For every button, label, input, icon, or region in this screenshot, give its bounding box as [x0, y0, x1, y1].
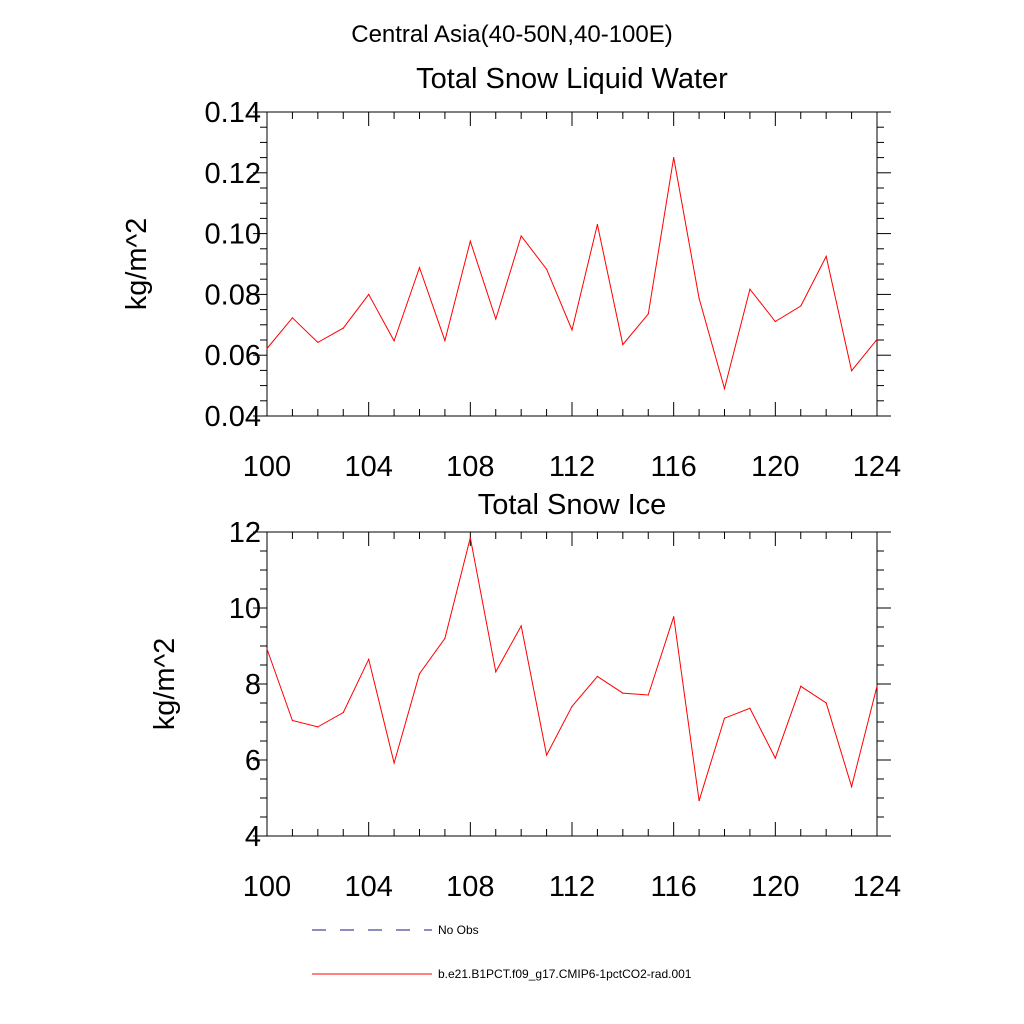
panel-top-data-point-112	[571, 329, 573, 331]
panel-top-x-tick-label-120: 120	[751, 451, 799, 483]
panel-bottom-data-point-118	[723, 717, 726, 719]
panel-top-data-point-124	[876, 338, 878, 340]
panel-top-data-point-113	[596, 223, 599, 226]
panel-bottom-y-tick-label-4: 12	[229, 517, 261, 549]
legend-model-label: b.e21.B1PCT.f09_g17.CMIP6-1pctCO2-rad.00…	[438, 967, 692, 981]
panel-bottom-data-point-124	[876, 685, 878, 687]
panel-bottom-data-point-119	[749, 707, 751, 709]
panel-top-frame	[266, 111, 878, 417]
panel-top-series-line-0	[266, 157, 878, 391]
panel-top-data-point-104	[368, 293, 370, 295]
panel-top-data-point-119	[749, 288, 751, 290]
panel-bottom-data-point-101	[291, 719, 294, 722]
panel-bottom-y-tick-label-2: 8	[245, 669, 261, 701]
legend-obs-label: No Obs	[438, 923, 479, 937]
panel-bottom-frame	[266, 531, 878, 837]
panel-top-title: Total Snow Liquid Water	[416, 63, 728, 95]
panel-top-data-point-110	[520, 235, 522, 237]
panel-bottom-data-point-103	[342, 711, 344, 714]
panel-bottom-ylabel: kg/m^2	[149, 638, 181, 731]
panel-bottom-x-tick-label-104: 104	[344, 871, 392, 903]
panel-bottom-data-point-121	[800, 685, 802, 687]
panel-top-x-tick-label-112: 112	[549, 451, 595, 483]
panel-top-data-point-101	[291, 317, 294, 319]
panel-bottom-data-point-115	[647, 694, 649, 696]
panel-bottom-data-point-107	[444, 637, 446, 640]
panel-top-data-point-120	[774, 320, 776, 323]
panel-top-plot: 100 104 108 112 116 120 124 0.04 0.06 0.08 0.10 0.1…	[205, 97, 902, 483]
panel-top-data-point-116	[673, 157, 675, 159]
panel-top-data-point-114	[622, 343, 624, 346]
panel-bottom: Total Snow Ice kg/m^2 100 104 108 112 116 120…	[149, 489, 901, 903]
legend: No Obs b.e21.B1PCT.f09_g17.CMIP6-1pctCO2…	[312, 923, 692, 981]
panel-top-data-point-106	[418, 267, 421, 269]
panel-bottom-x-tick-label-100: 100	[243, 871, 291, 903]
panel-bottom-y-tick-label-1: 6	[245, 745, 261, 777]
panel-bottom-x-tick-label-108: 108	[446, 871, 494, 903]
panel-top-data-point-102	[317, 341, 319, 344]
panel-bottom-series-line-0	[266, 537, 878, 801]
panel-bottom-data-point-106	[418, 673, 421, 675]
panel-top-x-tick-label-116: 116	[651, 451, 697, 483]
panel-top-data-point-111	[545, 268, 548, 270]
panel-bottom-plot: 100 104 108 112 116 120 124 4 6 8 10 12	[229, 517, 901, 903]
panel-top-y-tick-label-3: 0.10	[205, 219, 261, 251]
panel-top-y-tick-label-0: 0.04	[205, 401, 261, 433]
panel-bottom-y-tick-label-3: 10	[229, 593, 261, 625]
panel-top-x-tick-label-124: 124	[853, 451, 901, 483]
panel-bottom-data-point-120	[774, 757, 776, 759]
panel-top-data-point-118	[723, 388, 726, 390]
panel-bottom-data-point-102	[317, 726, 319, 728]
panel-bottom-data-point-122	[825, 702, 827, 704]
panel-bottom-title: Total Snow Ice	[478, 489, 667, 521]
panel-bottom-data-point-112	[571, 705, 573, 708]
panel-top-data-point-108	[469, 240, 471, 242]
panel-bottom-data-point-111	[545, 754, 548, 756]
panel-bottom-data-point-117	[698, 800, 700, 802]
panel-top-y-tick-label-1: 0.06	[205, 340, 261, 372]
panel-top-x-tick-label-100: 100	[243, 451, 291, 483]
panel-top-x-tick-label-108: 108	[446, 451, 494, 483]
panel-top-data-point-105	[393, 340, 395, 342]
panel-top-data-point-122	[825, 255, 827, 257]
panel-bottom-x-tick-label-124: 124	[853, 871, 901, 903]
panel-bottom-data-point-109	[495, 671, 497, 673]
panel-top-data-point-121	[800, 305, 802, 307]
panel-top-data-point-103	[342, 327, 344, 329]
panel-bottom-data-point-123	[850, 786, 853, 788]
panel-bottom-x-tick-label-116: 116	[651, 871, 697, 903]
page-title: Central Asia(40-50N,40-100E)	[351, 21, 673, 48]
panel-bottom-data-point-116	[673, 616, 675, 618]
panel-bottom-data-point-100	[266, 648, 268, 650]
panel-top-x-tick-label-104: 104	[344, 451, 392, 483]
panel-top-y-tick-label-5: 0.14	[205, 97, 261, 129]
panel-bottom-data-point-104	[368, 658, 370, 660]
panel-bottom-data-point-108	[469, 537, 471, 539]
panel-bottom-x-tick-label-112: 112	[549, 871, 595, 903]
panel-top-y-tick-label-4: 0.12	[205, 158, 261, 190]
panel-bottom-y-tick-label-0: 4	[245, 821, 261, 853]
panel-bottom-data-point-105	[393, 762, 395, 764]
panel-top-ylabel: kg/m^2	[121, 218, 153, 311]
panel-top-data-point-115	[647, 313, 649, 315]
panel-bottom-x-tick-label-120: 120	[751, 871, 799, 903]
panel-bottom-data-point-110	[520, 625, 522, 627]
panel-top-data-point-117	[698, 297, 700, 299]
panel-top-data-point-123	[850, 370, 853, 372]
panel-top-y-tick-label-2: 0.08	[205, 279, 261, 311]
panel-top: Total Snow Liquid Water kg/m^2 100 104 108…	[121, 63, 901, 483]
panel-bottom-data-point-114	[622, 692, 624, 694]
panel-top-data-point-100	[266, 347, 268, 350]
panel-top-data-point-109	[495, 318, 497, 320]
panel-top-data-point-107	[444, 340, 446, 342]
panel-bottom-data-point-113	[596, 675, 599, 678]
